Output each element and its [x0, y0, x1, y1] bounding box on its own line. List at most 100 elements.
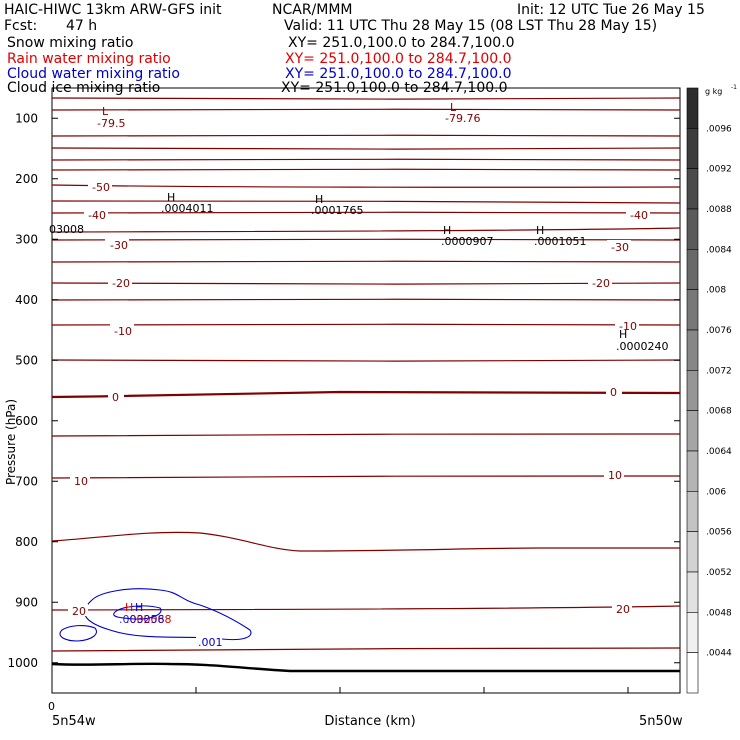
colorbar-swatch-7: [686, 370, 699, 411]
isotherm-line-0: [51, 97, 681, 100]
isotherm-line-18: [51, 605, 681, 611]
field-xy-rain: XY= 251.0,100.0 to 284.7,100.0: [285, 51, 512, 67]
isotherm-line-4: [51, 158, 681, 161]
isotherm-label-m10-left: -10: [114, 325, 132, 338]
high-mark-1: H: [167, 191, 175, 204]
isotherm-line-3: [51, 147, 681, 150]
y-tick-label-500: 500: [15, 353, 38, 367]
plot-frame: [51, 87, 681, 694]
colorbar-label-1: .0092: [706, 165, 732, 175]
isotherm-800-wave: [51, 531, 680, 552]
y-tick-label-100: 100: [15, 111, 38, 125]
high-value-4: .0001051: [534, 235, 587, 248]
cloud-contour-label: .001: [198, 636, 223, 649]
colorbar-swatch-0: [686, 87, 699, 129]
high-value-1: .0004011: [161, 202, 214, 215]
cloud-high-mark: H: [135, 601, 143, 614]
high-value-2: .0001765: [311, 204, 364, 217]
colorbar-label-4: .008: [706, 286, 726, 296]
colorbar-label-9: .006: [706, 487, 726, 497]
rain-high-mark: H: [125, 601, 133, 614]
isotherm-line-9: [51, 227, 681, 233]
y-tick-label-800: 800: [15, 535, 38, 549]
colorbar-swatch-11: [686, 531, 699, 573]
high-low-markers: L -79.5 L -79.76 H .0004011 H .0001765 H…: [49, 101, 669, 649]
isotherm-label-m40-left: -40: [88, 209, 106, 222]
low-mark-1: L: [102, 105, 109, 118]
freezing-level-contour: [51, 390, 681, 399]
isotherm-contours: [51, 97, 681, 652]
isotherm-label-10-left: 10: [74, 475, 88, 488]
isotherm-label-20-right: 20: [616, 603, 630, 616]
colorbar-label-12: .0048: [706, 608, 732, 618]
isotherm-line-8: [51, 211, 681, 214]
isotherm-line-1: [51, 108, 681, 111]
isotherm-line-2: [51, 134, 681, 137]
field-name-cloud-water: Cloud water mixing ratio: [7, 66, 180, 82]
low-value-2: -79.76: [445, 112, 480, 125]
colorbar-label-10: .0056: [706, 528, 732, 538]
isotherm-label-group: -50 -40 -40 -30 -30 -20 -20 -10 -10 0 0 …: [68, 180, 650, 618]
colorbar-label-3: .0084: [706, 245, 732, 255]
high-mark-2: H: [315, 193, 323, 206]
y-axis-title: Pressure (hPa): [4, 399, 18, 485]
isotherm-label-m10-right: -10: [619, 320, 637, 333]
colorbar-label-8: .0064: [706, 447, 732, 457]
isotherm-label-0-left: 0: [112, 391, 119, 404]
isotherm-line-17: [51, 475, 681, 479]
isotherm-label-m30-right: -30: [611, 241, 629, 254]
terrain-line: [51, 662, 680, 673]
colorbar-swatch-1: [686, 128, 699, 169]
colorbar-swatch-13: [686, 612, 699, 653]
high-mark-4: H: [536, 224, 544, 237]
isotherm-line-6: [51, 184, 681, 188]
isotherm-label-10-right: 10: [608, 469, 622, 482]
isotherm-label-m20-left: -20: [112, 277, 130, 290]
isotherm-line-16: [51, 433, 681, 437]
colorbar-label-0: .0096: [706, 124, 732, 134]
colorbar-swatch-12: [686, 571, 699, 613]
colorbar-units: g kg: [705, 87, 722, 96]
x-axis: [51, 687, 629, 693]
colorbar-swatch-5: [686, 289, 699, 331]
high-mark-5: H: [619, 328, 627, 341]
low-mark-2: L: [450, 101, 457, 114]
isotherm-line-13: [51, 298, 681, 301]
colorbar-swatch-4: [686, 249, 699, 290]
y-tick-label-700: 700: [15, 474, 38, 488]
colorbar-label-2: .0088: [706, 205, 732, 215]
rain-high-value: .002568: [126, 613, 172, 626]
field-name-snow: Snow mixing ratio: [7, 35, 134, 51]
isotherm-line-15: [51, 359, 681, 362]
isotherm-line-12: [51, 282, 681, 285]
isotherm-label-0-right: 0: [610, 386, 617, 399]
colorbar-label-13: .0044: [706, 649, 732, 659]
x-zero-label: 0: [48, 700, 55, 713]
y-tick-label-900: 900: [15, 595, 38, 609]
colorbar-unit-exponent: -1: [731, 84, 737, 91]
isotherm-line-14: [51, 323, 681, 326]
valid-label: Valid: 11 UTC Thu 28 May 15 (08 LST Thu …: [284, 18, 658, 34]
init-label: Init: 12 UTC Tue 26 May 15: [517, 2, 705, 18]
isotherm-label-20-left: 20: [72, 605, 86, 618]
x-end-label: 5n50w: [639, 714, 683, 729]
isotherm-line-19: [51, 647, 681, 652]
center-label: NCAR/MMM: [272, 2, 353, 18]
isotherm-line-11: [51, 260, 681, 263]
colorbar-label-7: .0068: [706, 407, 732, 417]
model-title: HAIC-HIWC 13km ARW-GFS init: [4, 2, 222, 18]
y-tick-label-300: 300: [15, 232, 38, 246]
high-value-5: .0000240: [616, 340, 669, 353]
left-edge-value: 03008: [49, 223, 84, 236]
colorbar-label-11: .0052: [706, 568, 732, 578]
x-axis-title: Distance (km): [324, 714, 415, 729]
field-name-rain: Rain water mixing ratio: [7, 51, 171, 67]
colorbar-swatch-3: [686, 208, 699, 250]
isotherm-line-7: [51, 200, 681, 204]
y-tick-label-200: 200: [15, 172, 38, 186]
isotherm-label-m40-right: -40: [630, 209, 648, 222]
high-value-3: .0000907: [441, 235, 494, 248]
isotherm-line-5: [51, 168, 681, 171]
